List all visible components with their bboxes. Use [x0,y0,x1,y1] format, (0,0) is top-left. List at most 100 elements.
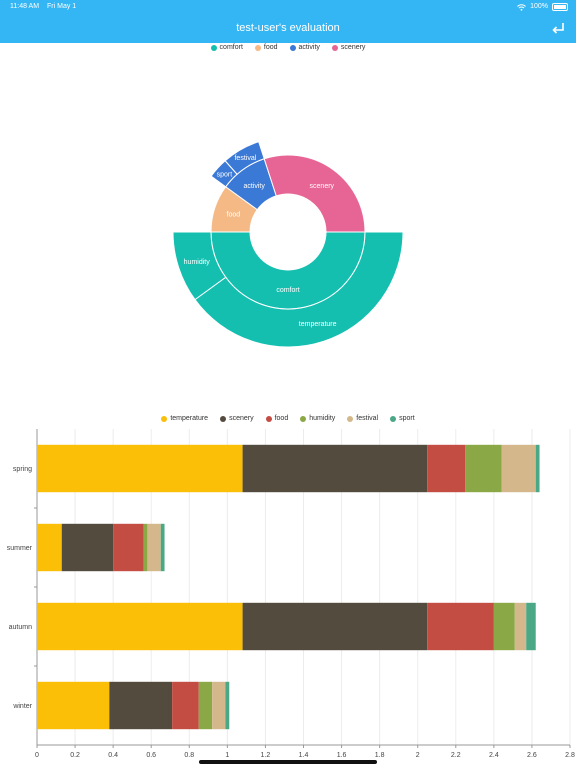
bar-autumn-temperature[interactable] [37,602,243,651]
bar-spring-humidity[interactable] [465,444,502,493]
bar-legend-temperature[interactable]: temperature [161,415,208,422]
battery-percent: 100% [530,3,548,10]
bar-legend-festival[interactable]: festival [347,415,378,422]
nav-bar: test-user's evaluation [0,14,576,43]
sunburst-inner-label-activity: activity [243,183,265,190]
sunburst-legend-label: scenery [340,44,366,51]
bar-autumn-festival[interactable] [514,602,527,651]
bar-summer-humidity[interactable] [143,523,148,572]
bar-spring-sport[interactable] [535,444,540,493]
home-indicator [199,760,377,764]
wifi-icon [517,3,526,11]
bar-winter-humidity[interactable] [198,681,213,730]
x-tick-label: 1.6 [337,752,347,759]
sunburst-legend-food[interactable]: food [254,44,278,51]
bar-legend-label: sport [399,415,415,422]
sunburst-outer-humidity[interactable] [172,231,227,301]
bar-spring-food[interactable] [427,444,466,493]
y-tick-label: autumn [9,624,32,631]
sunburst-inner-label-scenery: scenery [310,183,335,190]
bar-summer-scenery[interactable] [61,523,114,572]
y-tick-label: summer [7,545,33,552]
sunburst-legend-comfort[interactable]: comfort [210,44,243,51]
x-tick-label: 1.8 [375,752,385,759]
bar-legend-sport[interactable]: sport [390,415,415,422]
bar-winter-sport[interactable] [225,681,230,730]
sunburst-legend: comfort food activity scenery [0,44,576,51]
bar-legend-label: scenery [229,415,254,422]
status-time: 11:48 AM [10,3,40,10]
bar-legend-humidity[interactable]: humidity [300,415,335,422]
bar-legend-label: temperature [170,415,209,422]
sunburst-legend-swatch [210,44,217,51]
sunburst-legend-label: activity [298,44,320,51]
x-tick-label: 0 [35,752,39,759]
x-tick-label: 2 [416,752,420,759]
sunburst-outer-label-festival: festival [234,155,256,162]
bar-summer-sport[interactable] [160,523,165,572]
bar-winter-scenery[interactable] [109,681,173,730]
bar-autumn-sport[interactable] [526,602,536,651]
bar-legend-swatch [300,415,307,422]
sunburst-legend-swatch [289,44,296,51]
sunburst-legend-label: comfort [219,44,243,51]
bar-legend-scenery[interactable]: scenery [220,415,254,422]
sunburst-inner-label-food: food [227,212,241,219]
bar-legend-label: humidity [309,415,336,422]
x-tick-label: 2.2 [451,752,461,759]
bar-winter-temperature[interactable] [37,681,110,730]
bar-legend: temperature scenery food humidity festival sp… [0,415,576,422]
bar-summer-festival[interactable] [147,523,161,572]
x-tick-label: 1.4 [299,752,309,759]
bar-legend-food[interactable]: food [265,415,289,422]
y-tick-label: winter [12,703,32,710]
bar-winter-food[interactable] [172,681,199,730]
sunburst-inner-label-comfort: comfort [276,287,299,294]
x-tick-label: 0.6 [146,752,156,759]
bar-summer-temperature[interactable] [37,523,62,572]
bar-autumn-food[interactable] [427,602,494,651]
sunburst-outer-label-temperature: temperature [299,321,337,328]
sunburst-chart: comfort food activity scenery temperature hum… [172,141,404,348]
status-date: Fri May 1 [47,3,77,10]
sunburst-legend-scenery[interactable]: scenery [331,44,366,51]
battery-icon [552,3,568,11]
bar-legend-swatch [390,415,397,422]
bar-legend-label: food [274,415,289,422]
sunburst-outer-festival[interactable] [224,141,265,175]
bar-spring-scenery[interactable] [242,444,428,493]
x-tick-label: 2.6 [527,752,537,759]
return-icon[interactable] [550,21,566,37]
sunburst-legend-swatch [254,44,261,51]
sunburst-panel: comfort food activity scenery comfort food ac… [0,43,576,400]
bar-autumn-scenery[interactable] [242,602,428,651]
bar-summer-food[interactable] [113,523,144,572]
bar-legend-swatch [347,415,354,422]
bar-winter-festival[interactable] [212,681,226,730]
stacked-bar-chart: 0 0.2 0.4 0.6 0.8 1 1.2 1.4 1.6 1.8 2 2.2 2.4 2.6 2.8 s… [7,429,575,759]
x-tick-label: 2.4 [489,752,499,759]
bar-legend-swatch [265,415,272,422]
y-tick-label: spring [13,466,32,473]
bar-panel: temperature scenery food humidity festival sp… [0,410,576,768]
sunburst-legend-activity[interactable]: activity [289,44,320,51]
sunburst-outer-label-humidity: humidity [184,259,211,266]
sunburst-inner-scenery[interactable] [263,154,366,233]
sunburst-legend-label: food [263,44,278,51]
x-tick-label: 0.2 [70,752,80,759]
status-bar: 11:48 AM Fri May 1 100% [0,0,576,14]
sunburst-outer-temperature[interactable] [194,231,404,348]
sunburst-outer-label-sport: sport [217,172,233,179]
bar-legend-label: festival [356,415,379,422]
sunburst-legend-swatch [331,44,338,51]
x-tick-label: 2.8 [565,752,575,759]
x-tick-label: 1 [225,752,229,759]
bar-legend-swatch [220,415,227,422]
bar-legend-swatch [161,415,168,422]
page-title: test-user's evaluation [236,22,340,34]
bar-spring-temperature[interactable] [37,444,243,493]
x-tick-label: 0.4 [108,752,118,759]
bar-spring-festival[interactable] [501,444,536,493]
x-tick-label: 0.8 [184,752,194,759]
bar-autumn-humidity[interactable] [493,602,515,651]
